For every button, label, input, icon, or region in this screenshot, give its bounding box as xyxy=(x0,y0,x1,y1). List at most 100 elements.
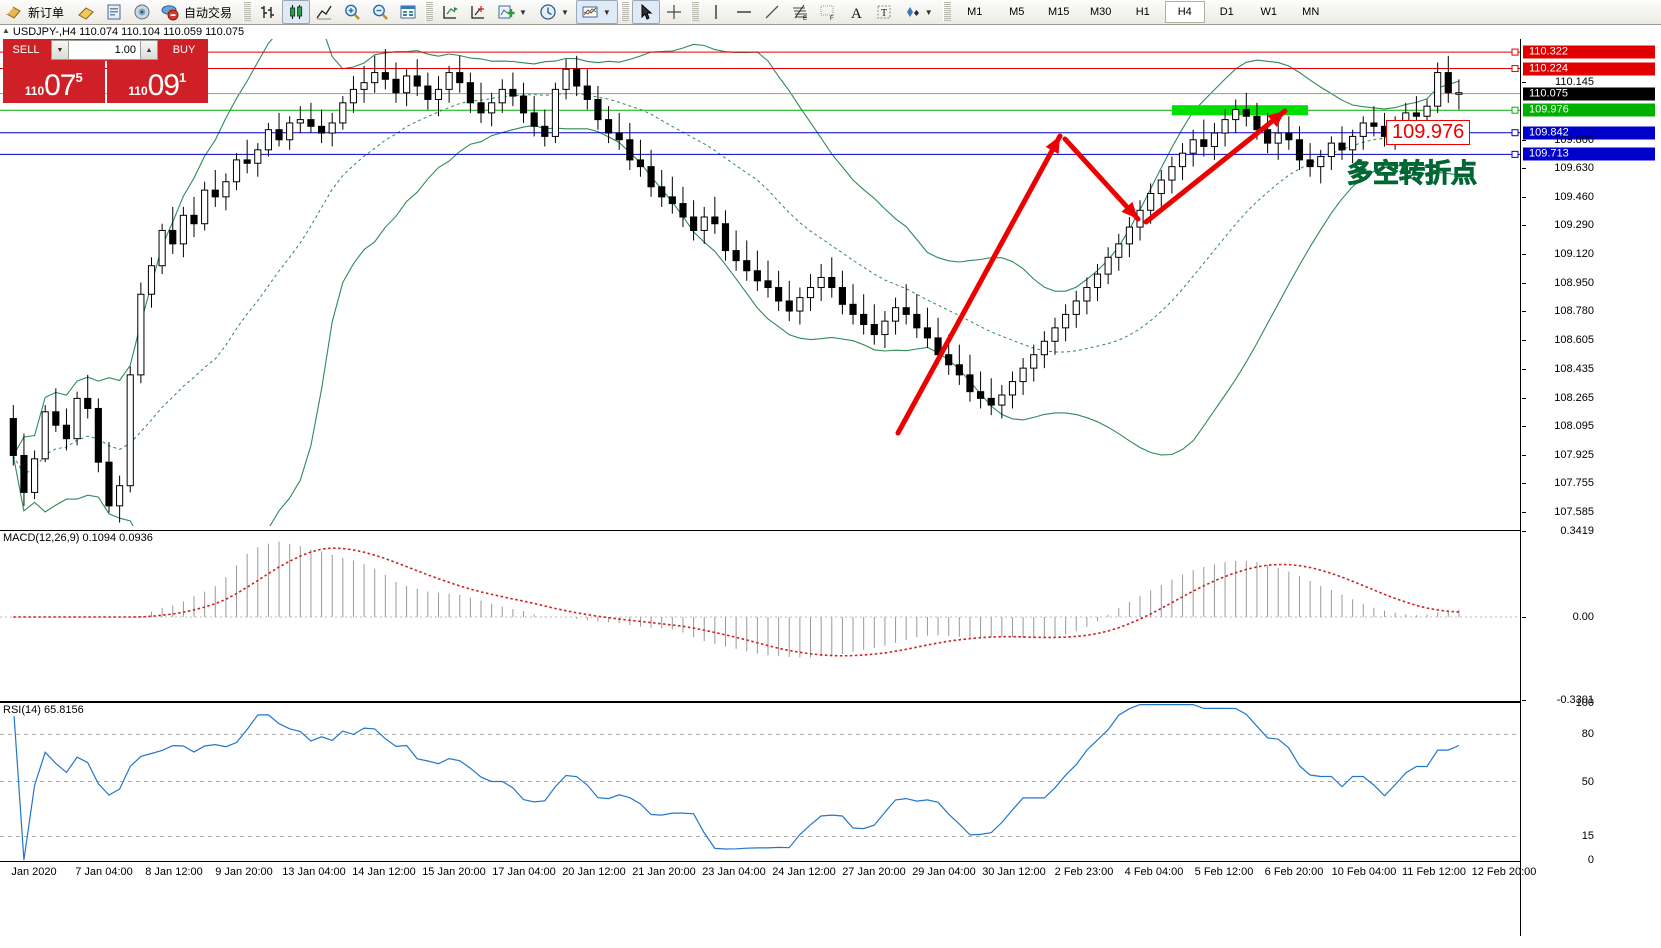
cursor-icon xyxy=(636,2,656,22)
toolbar-separator-5 xyxy=(942,2,951,22)
volume-increment-button[interactable]: ▲ xyxy=(140,40,158,60)
navigator-button[interactable] xyxy=(100,0,128,24)
autotrading-button[interactable]: 自动交易 xyxy=(156,0,240,24)
price-canvas xyxy=(0,39,1520,526)
vertical-line-button[interactable] xyxy=(702,0,730,24)
zoom-in-button[interactable] xyxy=(338,0,366,24)
symbol-header: ▲ USDJPY-,H4 110.074 110.104 110.059 110.… xyxy=(2,26,244,38)
time-tick-label: 6 Feb 20:00 xyxy=(1264,866,1324,878)
timeframe-d1[interactable]: D1 xyxy=(1219,6,1234,18)
axis-tick xyxy=(1522,340,1526,342)
axis-tick xyxy=(1522,483,1526,485)
toolbar-separator-4 xyxy=(690,2,699,22)
new-order-button[interactable]: 新订单 xyxy=(0,0,72,24)
time-tick-label: 8 Jan 12:00 xyxy=(145,866,203,878)
timeframe-mn[interactable]: MN xyxy=(1302,6,1320,18)
buy-price-prefix: 110 xyxy=(128,84,148,98)
volume-control[interactable]: ▼ 1.00 ▲ xyxy=(49,39,160,61)
period-button[interactable]: ▼ xyxy=(534,0,576,24)
axis-tick xyxy=(1522,81,1526,83)
indicators-button[interactable]: ▼ xyxy=(492,0,534,24)
time-axis[interactable]: Jan 2020 7 Jan 04:00 8 Jan 12:00 9 Jan 20:0… xyxy=(0,861,1536,886)
market-watch-button[interactable] xyxy=(72,0,100,24)
zoom-out-button[interactable] xyxy=(366,0,394,24)
timeframe-h4[interactable]: H4 xyxy=(1164,1,1205,23)
volume-input[interactable]: 1.00 xyxy=(69,40,140,60)
time-tick-label: 20 Jan 12:00 xyxy=(562,866,626,878)
price-level-tag-current[interactable]: 110.075 xyxy=(1523,87,1655,101)
horizontal-line-icon xyxy=(734,2,754,22)
fibonacci-button[interactable]: E xyxy=(786,0,814,24)
data-window-icon xyxy=(398,2,418,22)
candlestick-chart-button[interactable] xyxy=(282,0,311,24)
time-tick-label: 7 Jan 04:00 xyxy=(75,866,133,878)
timeframe-m15[interactable]: M15 xyxy=(1048,6,1070,18)
chart-shift-button[interactable] xyxy=(464,0,492,24)
price-plot[interactable] xyxy=(0,39,1520,526)
time-tick-label: 29 Jan 04:00 xyxy=(912,866,976,878)
price-level-tag-support[interactable]: 109.713 xyxy=(1523,147,1655,161)
price-level-tag-support[interactable]: 109.842 xyxy=(1523,126,1655,140)
axis-tick xyxy=(1522,426,1526,428)
rsi-subwindow[interactable] xyxy=(0,702,1520,862)
macd-axis-tick xyxy=(1522,531,1526,532)
macd-label: MACD(12,26,9) 0.1094 0.0936 xyxy=(2,532,154,544)
cursor-button[interactable] xyxy=(631,0,660,24)
data-window-button[interactable] xyxy=(394,0,422,24)
price-level-tag-resistance[interactable]: 110.224 xyxy=(1523,62,1655,76)
price-tick-label: 108.950 xyxy=(1554,276,1594,289)
rsi-label: RSI(14) 65.8156 xyxy=(2,704,85,716)
buy-price-display[interactable]: 110 09 1 xyxy=(106,61,208,103)
price-tick-label: 109.290 xyxy=(1554,219,1594,232)
time-tick-label: 17 Jan 04:00 xyxy=(492,866,556,878)
timeframe-m5[interactable]: M5 xyxy=(1009,6,1025,18)
sell-price-main: 07 xyxy=(44,69,76,102)
crosshair-button[interactable] xyxy=(660,0,688,24)
bar-chart-button[interactable] xyxy=(254,0,282,24)
time-tick-label: 10 Feb 04:00 xyxy=(1331,866,1397,878)
trade-panel-top: SELL ▼ 1.00 ▲ BUY xyxy=(3,39,208,61)
signals-button[interactable] xyxy=(128,0,156,24)
price-axis[interactable]: 110.322 110.224 110.145 110.075 109.976 109.8… xyxy=(1520,39,1661,936)
axis-tick xyxy=(1522,511,1526,513)
macd-subwindow[interactable] xyxy=(0,530,1520,702)
price-tick-label: 109.800 xyxy=(1554,133,1594,146)
price-tick-label: 109.120 xyxy=(1554,247,1594,260)
timeframe-w1[interactable]: W1 xyxy=(1260,6,1277,18)
one-click-trading-panel[interactable]: SELL ▼ 1.00 ▲ BUY 110 07 5 110 09 1 xyxy=(3,39,208,103)
timeframe-m1[interactable]: M1 xyxy=(967,6,983,18)
toolbar-separator-2 xyxy=(425,2,434,22)
price-tick-label: 109.630 xyxy=(1554,162,1594,175)
text-button[interactable]: A xyxy=(842,0,870,24)
price-level-tag-target[interactable]: 109.976 xyxy=(1523,103,1655,117)
timeframe-h1[interactable]: H1 xyxy=(1135,6,1150,18)
toolbar-separator xyxy=(243,2,252,22)
zoom-in-icon xyxy=(342,2,362,22)
symbol-header-text: USDJPY-,H4 110.074 110.104 110.059 110.0… xyxy=(12,26,245,38)
price-callout: 109.976 xyxy=(1386,120,1471,145)
trendline-button[interactable] xyxy=(758,0,786,24)
axis-tick xyxy=(1522,282,1526,284)
label-button[interactable]: T xyxy=(870,0,898,24)
templates-button[interactable]: ▼ xyxy=(575,0,618,24)
volume-decrement-button[interactable]: ▼ xyxy=(51,40,69,60)
chevron-down-icon-3[interactable]: ▼ xyxy=(602,7,611,17)
chevron-down-icon[interactable]: ▼ xyxy=(519,7,527,17)
horizontal-line-button[interactable] xyxy=(730,0,758,24)
line-chart-button[interactable] xyxy=(310,0,338,24)
price-tick-label: 109.460 xyxy=(1554,190,1594,203)
auto-scroll-button[interactable] xyxy=(436,0,464,24)
shapes-button[interactable]: ▼ xyxy=(898,0,940,24)
chevron-down-icon-4[interactable]: ▼ xyxy=(924,7,933,17)
buy-button[interactable]: BUY xyxy=(160,39,208,61)
templates-icon xyxy=(580,2,600,22)
price-tick-label: 110.145 xyxy=(1555,75,1594,88)
price-level-tag-resistance[interactable]: 110.322 xyxy=(1523,45,1655,59)
sell-price-display[interactable]: 110 07 5 xyxy=(3,61,105,103)
crosshair-icon xyxy=(664,2,684,22)
sell-button[interactable]: SELL xyxy=(3,39,49,61)
channel-button[interactable]: F xyxy=(814,0,842,24)
timeframe-m30[interactable]: M30 xyxy=(1090,6,1112,18)
line-chart-icon xyxy=(314,2,334,22)
chevron-down-icon-2[interactable]: ▼ xyxy=(560,7,569,17)
